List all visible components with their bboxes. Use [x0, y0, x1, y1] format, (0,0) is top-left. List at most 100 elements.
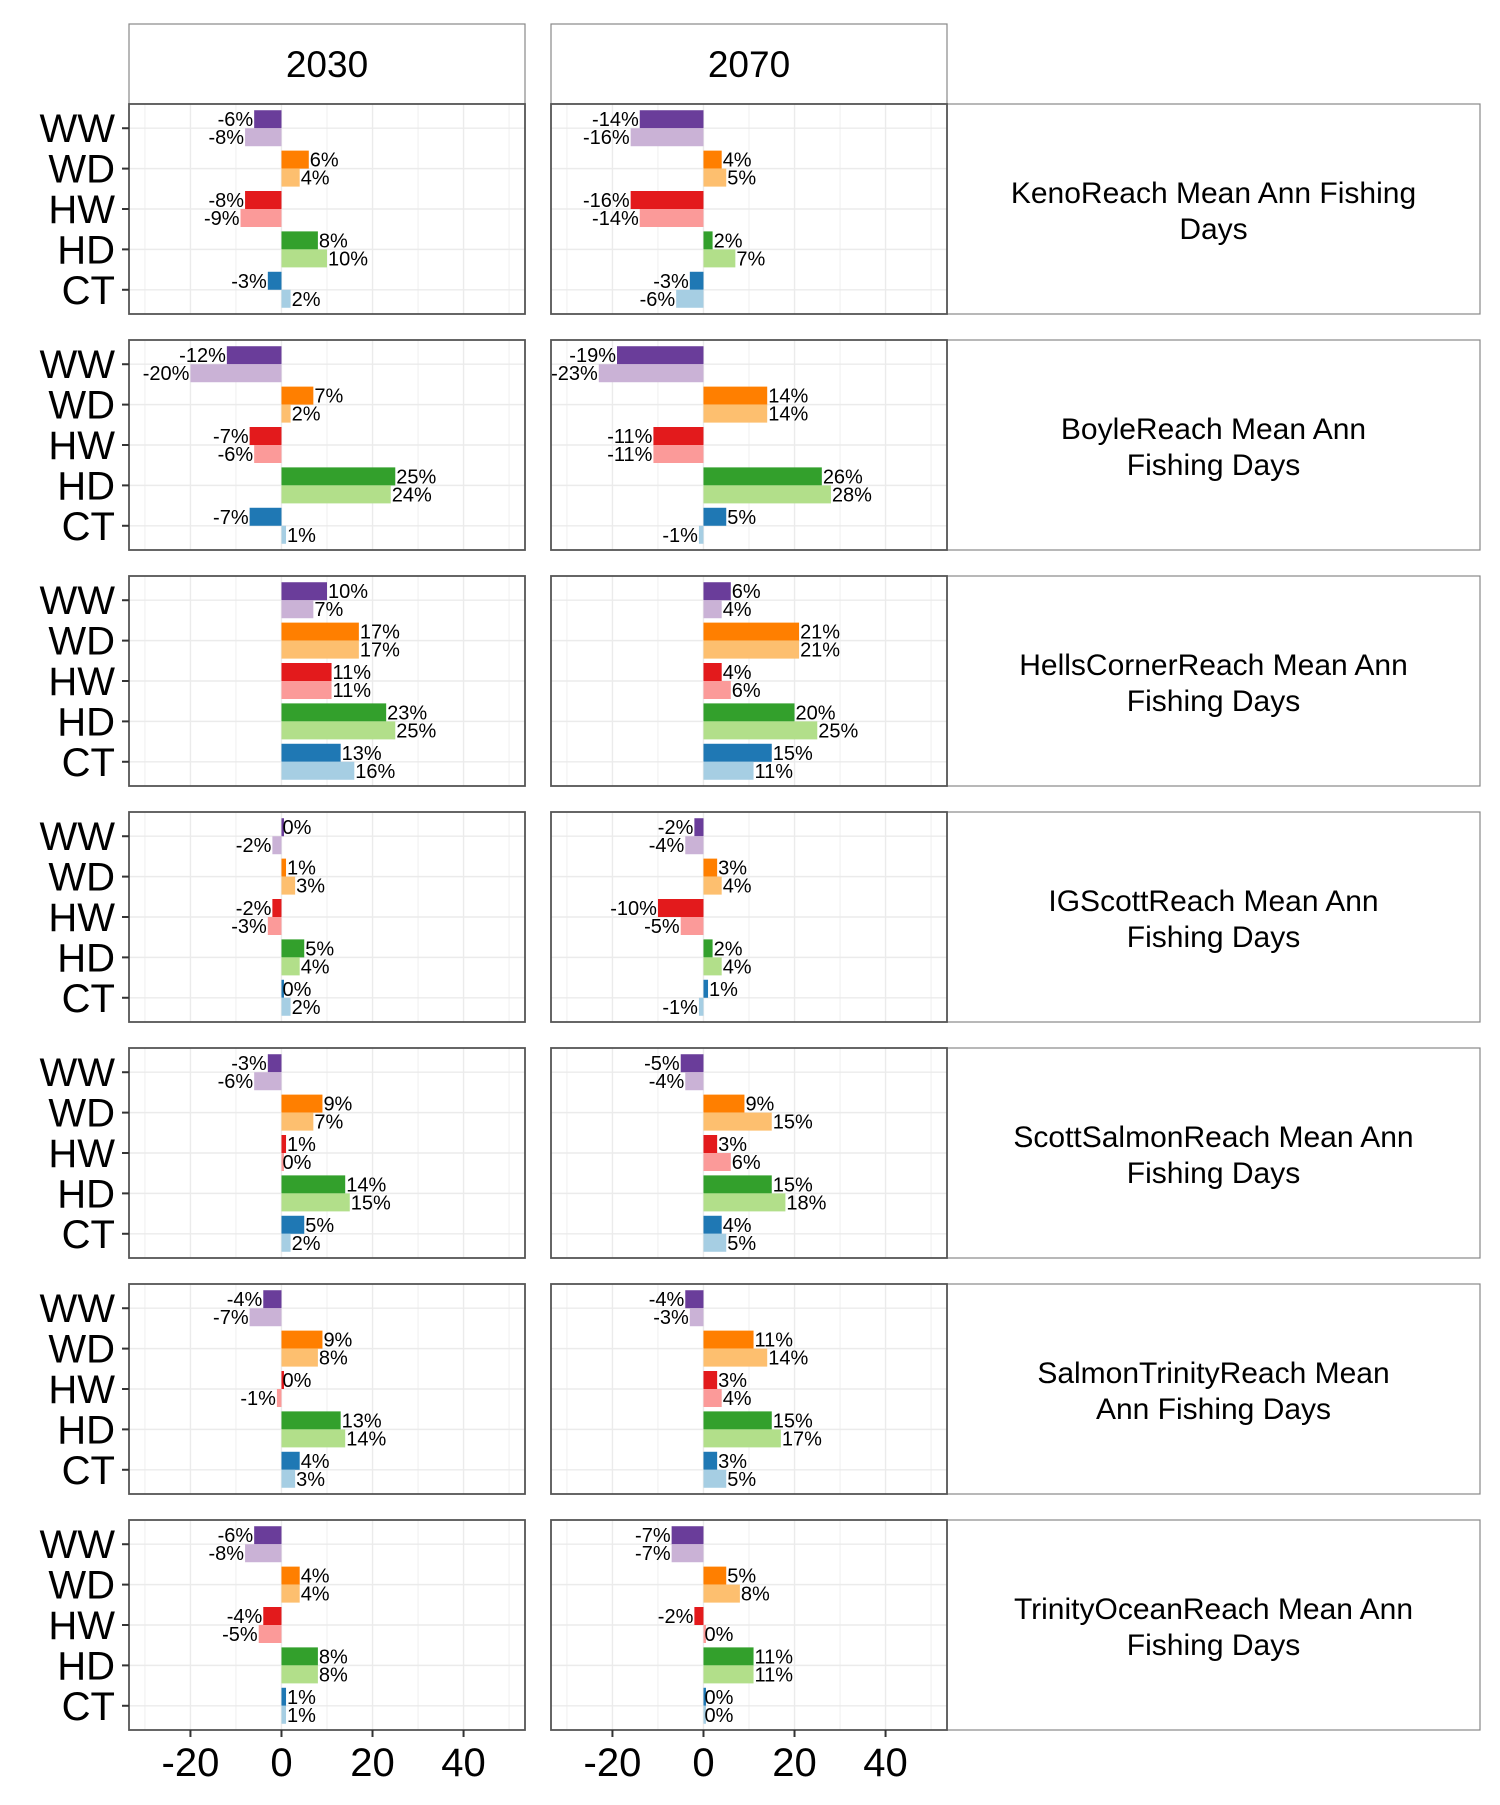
bar-hw	[680, 917, 704, 935]
panel-border	[550, 1047, 948, 1259]
row-label-line: Fishing Days	[1127, 449, 1300, 482]
bar-ct	[689, 271, 704, 290]
bar-ww	[226, 346, 282, 365]
bar-value-label: 4%	[723, 150, 752, 172]
x-tick-label: 0	[692, 1741, 714, 1785]
row-label-box	[946, 575, 1481, 787]
row-label-line: HellsCornerReach Mean Ann	[1019, 649, 1408, 682]
bar-value-label: 0%	[282, 817, 311, 839]
bar-value-label: 14%	[768, 1348, 808, 1370]
bar-hw	[703, 1371, 718, 1389]
bar-value-label: -8%	[208, 190, 244, 212]
bar-value-label: 6%	[732, 581, 761, 603]
bar-value-label: 0%	[704, 1705, 733, 1727]
bar-ct	[698, 525, 704, 544]
y-tick-label: WW	[39, 579, 115, 623]
bar-hw	[639, 209, 704, 227]
bar-value-label: 11%	[755, 1330, 794, 1352]
row-label-line: Fishing Days	[1127, 921, 1300, 954]
bar-value-label: 6%	[732, 1152, 761, 1174]
column-strip-label: 2030	[286, 44, 368, 85]
bar-value-label: 0%	[282, 1152, 311, 1174]
bar-value-label: 5%	[727, 1233, 756, 1255]
bar-value-label: -7%	[213, 507, 249, 529]
bar-hw	[703, 681, 731, 699]
bar-hd	[281, 467, 396, 486]
y-tick-label: HW	[48, 1604, 115, 1648]
row-label-line: Fishing Days	[1127, 1629, 1300, 1662]
y-tick-label: WW	[39, 343, 115, 387]
bar-hw	[281, 1371, 284, 1389]
bar-value-label: -7%	[213, 426, 249, 448]
bar-hd	[703, 703, 795, 722]
bar-value-label: 15%	[773, 1410, 813, 1432]
bar-hd	[703, 721, 818, 740]
bar-value-label: 3%	[718, 858, 747, 880]
bar-value-label: 5%	[727, 1566, 756, 1588]
bar-wd	[703, 1566, 727, 1585]
bar-value-label: 17%	[360, 640, 400, 662]
bar-value-label: 8%	[319, 1664, 348, 1686]
bar-value-label: 4%	[301, 956, 330, 978]
bar-value-label: -1%	[662, 997, 698, 1019]
bar-hw	[703, 1625, 706, 1643]
bar-hw	[267, 917, 282, 935]
bar-hd	[281, 1647, 318, 1666]
bar-value-label: 17%	[360, 622, 400, 644]
bar-value-label: 14%	[768, 386, 808, 408]
y-tick-label: HD	[57, 1644, 115, 1688]
bar-value-label: 6%	[310, 150, 339, 172]
bar-value-label: 7%	[736, 248, 765, 270]
bar-value-label: 7%	[314, 599, 343, 621]
bar-ct	[703, 743, 772, 762]
bar-value-label: 3%	[718, 1451, 747, 1473]
bar-hw	[703, 1135, 718, 1153]
y-tick-label: HW	[48, 424, 115, 468]
bar-value-label: -16%	[583, 190, 630, 212]
bar-ct	[281, 979, 284, 998]
bar-wd	[703, 404, 768, 423]
bar-ct	[281, 1233, 291, 1252]
bar-value-label: 5%	[727, 507, 756, 529]
bar-ww	[267, 1054, 282, 1073]
row-label-line: Days	[1179, 213, 1247, 246]
y-tick-label: HW	[48, 660, 115, 704]
y-tick-label: WD	[48, 856, 115, 900]
panel-border	[550, 339, 948, 551]
y-tick-label: CT	[62, 1213, 115, 1257]
bar-value-label: 15%	[773, 1112, 813, 1134]
bar-value-label: 1%	[287, 1134, 316, 1156]
bar-ww	[254, 1526, 282, 1545]
bar-value-label: 11%	[755, 761, 794, 783]
bar-wd	[703, 1584, 740, 1603]
bar-value-label: 9%	[323, 1094, 352, 1116]
bar-ww	[254, 110, 282, 129]
column-strip	[550, 23, 948, 105]
bar-ww	[190, 364, 282, 383]
bar-value-label: 14%	[346, 1428, 386, 1450]
bar-value-label: 25%	[396, 720, 436, 742]
y-tick-label: WW	[39, 1051, 115, 1095]
bar-hd	[703, 467, 822, 486]
y-tick-label: CT	[62, 977, 115, 1021]
bar-value-label: 6%	[732, 680, 761, 702]
bar-ww	[671, 1526, 704, 1545]
bar-hd	[281, 703, 387, 722]
y-tick-label: HW	[48, 1132, 115, 1176]
bar-value-label: 2%	[292, 1233, 321, 1255]
y-tick-label: CT	[62, 1685, 115, 1729]
bar-wd	[703, 858, 718, 877]
bar-value-label: 24%	[392, 484, 432, 506]
bar-value-label: 4%	[723, 599, 752, 621]
bar-value-label: -20%	[143, 363, 190, 385]
y-tick-label: CT	[62, 269, 115, 313]
bar-hd	[703, 1665, 754, 1684]
bar-hd	[281, 1193, 350, 1212]
y-tick-label: HD	[57, 1172, 115, 1216]
bar-ct	[281, 1215, 305, 1234]
bar-value-label: -14%	[592, 109, 639, 131]
bar-wd	[281, 150, 309, 169]
bar-value-label: -1%	[240, 1388, 276, 1410]
bar-ct	[281, 1469, 296, 1488]
